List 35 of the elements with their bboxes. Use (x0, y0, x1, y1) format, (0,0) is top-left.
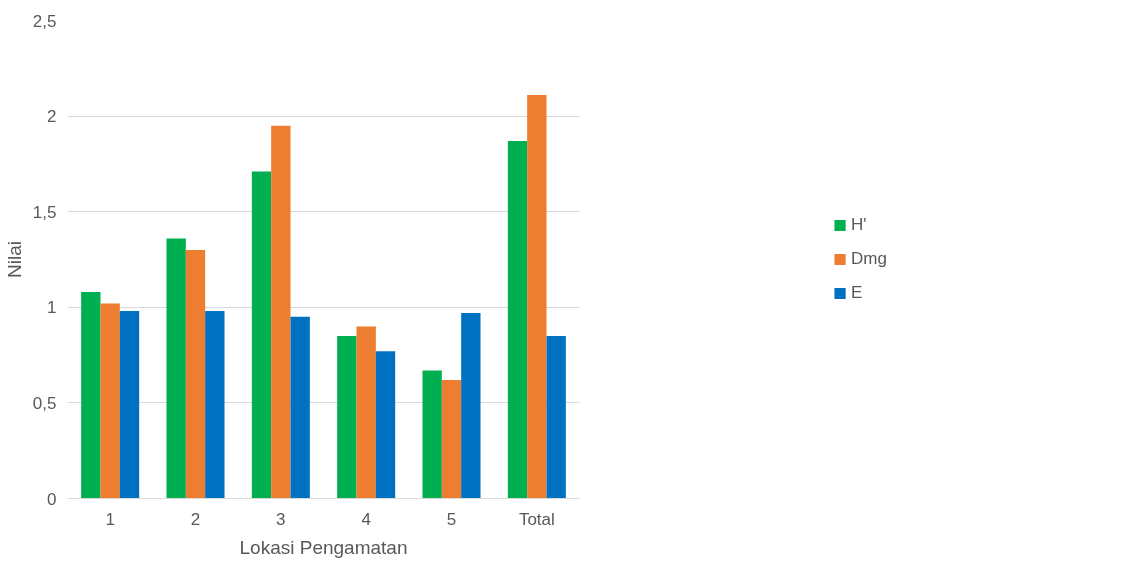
bar (205, 311, 225, 499)
y-axis-title: Nilai (3, 241, 25, 278)
bar (356, 326, 376, 499)
y-tick-label: 2 (47, 107, 57, 127)
bar (422, 370, 442, 499)
bar (81, 292, 101, 499)
bar (119, 311, 140, 499)
y-tick-label: 2,5 (32, 11, 57, 31)
x-tick-label: 2 (190, 509, 201, 529)
x-axis-title: Lokasi Pengamatan (239, 536, 408, 558)
x-tick-label: Total (518, 509, 555, 529)
y-tick-label: 0 (47, 489, 57, 509)
bar (337, 335, 357, 499)
bar (461, 313, 481, 499)
x-tick-label: 5 (446, 509, 457, 529)
y-tick-label: 1,5 (32, 202, 57, 222)
x-tick-label: 4 (361, 509, 371, 529)
legend-label: H' (851, 215, 868, 235)
bar (507, 140, 528, 499)
bar (527, 95, 547, 499)
legend-label: E (851, 283, 864, 303)
bar (166, 238, 186, 499)
bar (185, 249, 206, 499)
bar (100, 303, 120, 499)
bar (441, 379, 462, 499)
x-tick-label: 3 (276, 509, 286, 529)
bar (375, 351, 396, 499)
y-tick-label: 0,5 (32, 393, 57, 413)
bar (271, 125, 291, 499)
bar (546, 335, 566, 499)
bar (290, 316, 310, 499)
y-tick-label: 1 (47, 298, 57, 318)
legend-label: Dmg (851, 249, 887, 269)
x-tick-label: 1 (105, 509, 115, 529)
bar (251, 171, 272, 499)
